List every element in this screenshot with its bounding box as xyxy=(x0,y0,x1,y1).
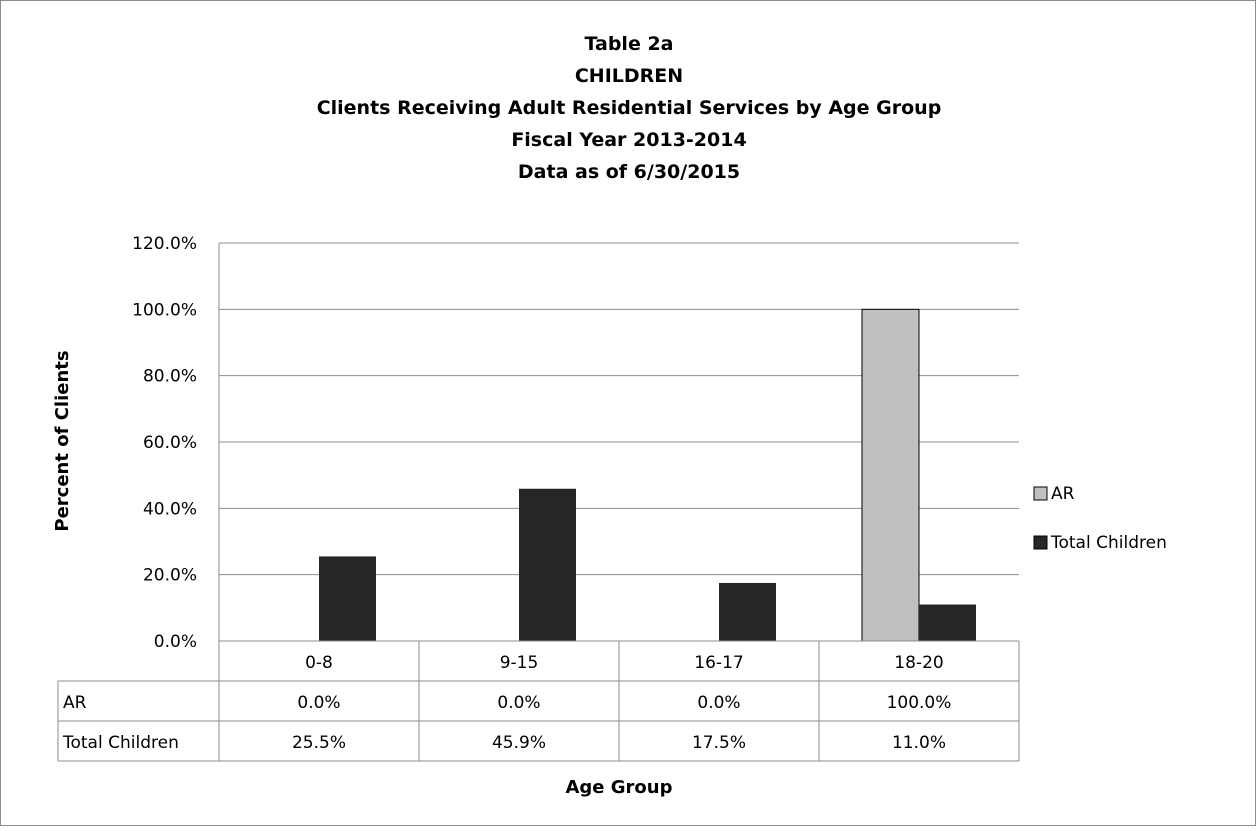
data-label: 25.5% xyxy=(292,733,346,753)
y-tick-label: 60.0% xyxy=(143,433,197,453)
x-tick-label: 16-17 xyxy=(694,653,743,673)
y-tick-label: 20.0% xyxy=(143,566,197,586)
y-tick-labels: 0.0% 20.0% 40.0% 60.0% 80.0% 100.0% 120.0% xyxy=(132,234,197,652)
title-line-1: Table 2a xyxy=(585,33,674,55)
title-line-5: Data as of 6/30/2015 xyxy=(518,161,740,183)
bar-total-children-18-20 xyxy=(919,604,976,641)
chart-title: Table 2a CHILDREN Clients Receiving Adul… xyxy=(317,33,942,183)
bar-total-children-16-17 xyxy=(719,582,776,641)
y-axis-title: Percent of Clients xyxy=(52,350,73,531)
title-line-4: Fiscal Year 2013-2014 xyxy=(511,129,746,151)
data-label: 100.0% xyxy=(887,693,952,713)
x-axis-title: Age Group xyxy=(565,777,672,798)
data-table: 0-8 9-15 16-17 18-20 AR 0.0% 0.0% 0.0% 100.0% Tot… xyxy=(57,640,1020,762)
x-tick-label: 9-15 xyxy=(500,653,539,673)
table-row-label: Total Children xyxy=(62,733,179,753)
bar-total-children-9-15 xyxy=(519,488,576,641)
title-line-2: CHILDREN xyxy=(575,65,683,87)
legend-swatch xyxy=(1033,486,1048,501)
data-label: 0.0% xyxy=(497,693,540,713)
y-tick-label: 120.0% xyxy=(132,234,197,254)
bar-total-children-0-8 xyxy=(319,556,376,641)
y-tick-label: 40.0% xyxy=(143,499,197,519)
y-tick-label: 100.0% xyxy=(132,300,197,320)
y-tick-label: 0.0% xyxy=(154,632,197,652)
y-tick-label: 80.0% xyxy=(143,367,197,387)
data-label: 0.0% xyxy=(697,693,740,713)
table-row-label: AR xyxy=(63,693,87,713)
legend-label: Total Children xyxy=(1050,533,1167,553)
bar-ar-18-20 xyxy=(861,308,920,642)
x-tick-label: 18-20 xyxy=(894,653,943,673)
data-label: 17.5% xyxy=(692,733,746,753)
title-line-3: Clients Receiving Adult Residential Serv… xyxy=(317,97,942,119)
legend: AR Total Children xyxy=(1033,484,1167,553)
legend-label: AR xyxy=(1051,484,1075,504)
data-label: 11.0% xyxy=(892,733,946,753)
data-label: 45.9% xyxy=(492,733,546,753)
legend-swatch xyxy=(1033,535,1048,550)
bars xyxy=(319,308,976,642)
x-tick-label: 0-8 xyxy=(305,653,333,673)
data-label: 0.0% xyxy=(297,693,340,713)
